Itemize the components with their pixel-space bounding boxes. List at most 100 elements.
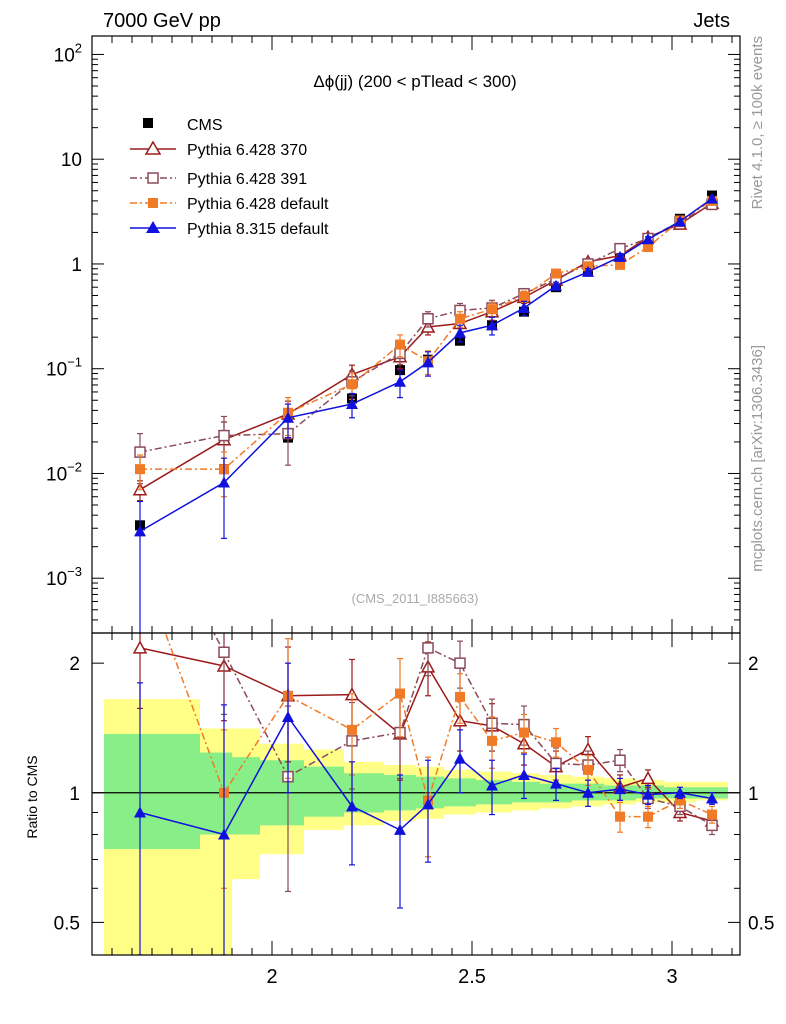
- legend-marker-cms: [143, 118, 153, 128]
- marker: [347, 724, 357, 735]
- x-tick-label: 3: [666, 966, 677, 988]
- ratio-ylabel: Ratio to CMS: [24, 755, 40, 838]
- marker: [454, 752, 466, 764]
- marker: [550, 757, 562, 770]
- band-inner: [104, 733, 200, 850]
- marker: [643, 811, 653, 822]
- header-right: Jets: [693, 10, 730, 32]
- ratio-y-tick-label-right: 0.5: [748, 913, 774, 934]
- marker: [642, 233, 654, 245]
- marker: [422, 642, 434, 654]
- marker: [640, 770, 656, 785]
- marker: [518, 768, 530, 780]
- y-tick-label: 10−2: [46, 459, 82, 485]
- marker: [346, 398, 358, 410]
- marker: [346, 800, 358, 812]
- marker: [487, 735, 497, 746]
- ratio-y-tick-label-left: 1: [69, 784, 80, 805]
- marker: [134, 525, 146, 537]
- main-series: [134, 192, 718, 633]
- marker: [614, 250, 626, 262]
- ratio-frame: [91, 632, 741, 956]
- marker: [583, 764, 593, 775]
- marker: [550, 279, 562, 291]
- x-tick-label: 2.5: [458, 966, 486, 988]
- legend-marker-p8def: [146, 221, 160, 233]
- legend-label-p370: Pythia 6.428 370: [187, 142, 307, 159]
- marker: [642, 788, 654, 800]
- legend-marker-p391: [147, 172, 159, 184]
- marker: [675, 795, 685, 806]
- ratio-y-tick-label-left: 0.5: [54, 913, 80, 934]
- marker: [422, 356, 434, 368]
- marker: [519, 291, 529, 302]
- marker: [218, 646, 230, 659]
- marker: [395, 688, 405, 699]
- marker: [486, 779, 498, 791]
- marker: [518, 301, 530, 313]
- marker: [487, 304, 497, 315]
- analysis-tag: (CMS_2011_I885663): [352, 591, 479, 606]
- marker: [706, 792, 718, 804]
- marker: [707, 809, 717, 820]
- main-series-line: [139, 203, 713, 453]
- legend-marker-p6def: [148, 198, 158, 208]
- y-tick-label: 10−3: [46, 564, 82, 590]
- ratio-y-tick-label-right: 1: [748, 784, 759, 805]
- marker: [674, 215, 686, 227]
- marker: [132, 640, 148, 654]
- marker: [135, 464, 145, 475]
- marker: [422, 798, 434, 810]
- legend-label-p391: Pythia 6.428 391: [187, 171, 307, 188]
- marker: [615, 259, 625, 270]
- marker: [218, 476, 230, 488]
- marker: [550, 777, 562, 789]
- marker: [282, 411, 294, 423]
- marker: [614, 754, 626, 766]
- y-tick-label: 10−1: [46, 355, 82, 381]
- marker: [347, 379, 357, 390]
- x-tick-label: 2: [266, 966, 277, 988]
- ratio-series: [134, 662, 718, 955]
- main-series: [132, 195, 720, 502]
- marker: [486, 319, 498, 331]
- marker: [455, 313, 465, 324]
- marker: [519, 727, 529, 738]
- legend: CMS Pythia 6.428 370 Pythia 6.428 391 Py…: [130, 117, 329, 238]
- band-inner: [304, 766, 344, 817]
- marker: [395, 339, 405, 350]
- marker: [615, 811, 625, 822]
- legend-label-p8def: Pythia 8.315 default: [187, 221, 329, 238]
- marker: [674, 786, 686, 798]
- marker: [218, 828, 230, 840]
- marker: [134, 806, 146, 818]
- marker: [454, 657, 466, 669]
- marker: [455, 691, 465, 702]
- plot-title: Δϕ(jj) (200 < pTlead < 300): [313, 72, 516, 91]
- marker: [282, 710, 294, 722]
- legend-label-p6def: Pythia 6.428 default: [187, 196, 329, 213]
- legend-label-cms: CMS: [187, 117, 223, 134]
- legend-marker-p370: [144, 140, 162, 155]
- marker: [643, 242, 653, 253]
- y-tick-label: 102: [54, 40, 82, 66]
- rivet-label: Rivet 4.1.0, ≥ 100k events: [749, 36, 766, 209]
- marker: [551, 268, 561, 279]
- marker: [706, 192, 718, 204]
- band-inner: [512, 781, 540, 803]
- ratio-y-tick-label-right: 2: [748, 654, 759, 675]
- marker: [394, 375, 406, 387]
- main-series: [134, 198, 718, 485]
- y-tick-label: 10: [61, 150, 82, 171]
- ratio-y-tick-label-left: 2: [69, 654, 80, 675]
- marker: [582, 265, 594, 277]
- band-inner: [232, 757, 260, 835]
- marker: [394, 823, 406, 835]
- y-tick-label: 1: [71, 255, 82, 276]
- main-series: [135, 195, 717, 498]
- marker: [218, 429, 230, 442]
- marker: [582, 786, 594, 798]
- marker: [614, 783, 626, 795]
- marker: [551, 737, 561, 748]
